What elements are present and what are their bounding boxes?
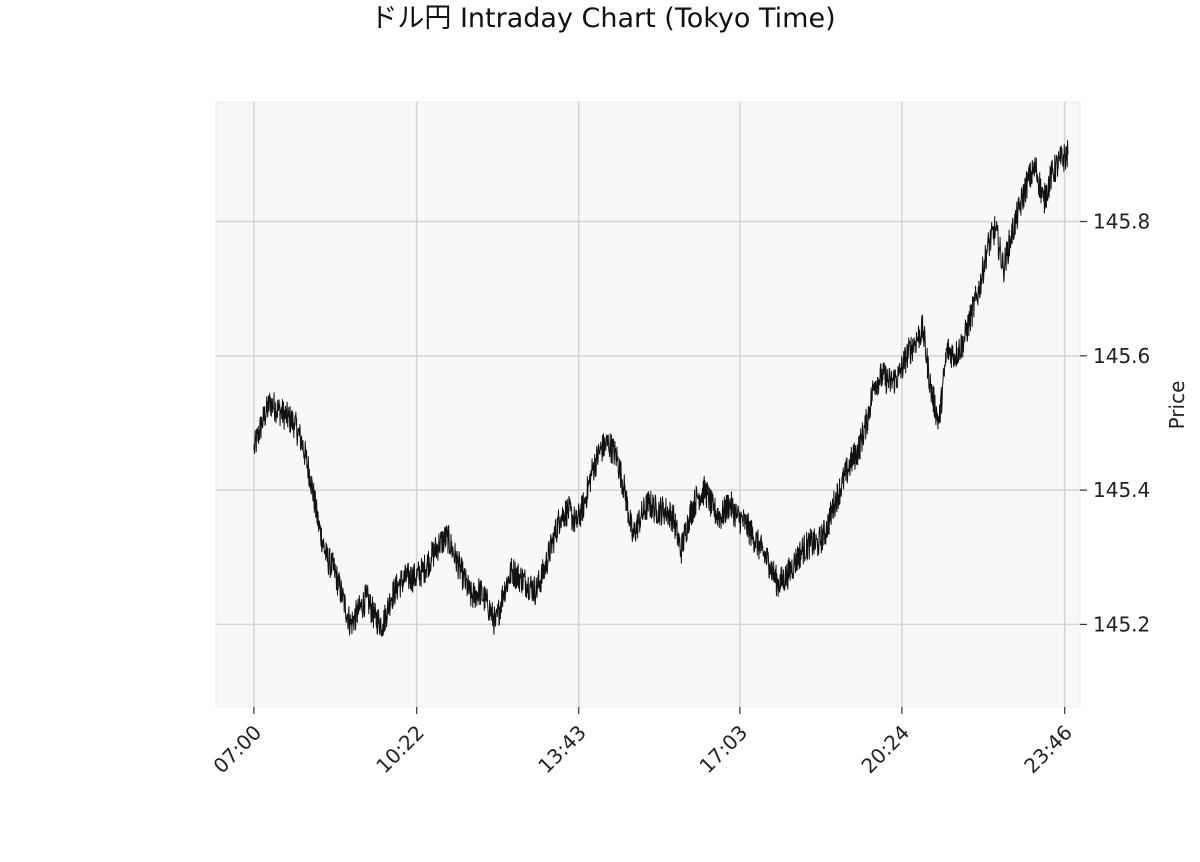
y-tick-label: 145.8	[1093, 210, 1150, 234]
grid	[216, 102, 1080, 707]
y-tick-label: 145.6	[1093, 344, 1150, 368]
y-tick-label: 145.4	[1093, 478, 1150, 502]
x-tick-label: 20:24	[856, 720, 914, 778]
y-axis-label: Price	[1165, 381, 1189, 430]
x-tick-label: 10:22	[371, 720, 429, 778]
y-axis: 145.2 145.4 145.6 145.8	[1080, 210, 1150, 636]
y-tick-label: 145.2	[1093, 612, 1150, 636]
chart-title: ドル円 Intraday Chart (Tokyo Time)	[370, 3, 835, 34]
x-axis: 07:00 10:22 13:43 17:03 20:24 23:46	[208, 707, 1077, 778]
price-series-line	[253, 140, 1069, 637]
x-tick-label: 07:00	[208, 720, 266, 778]
series-line-group	[253, 140, 1069, 637]
x-tick-label: 23:46	[1019, 720, 1077, 778]
x-tick-label: 17:03	[694, 720, 752, 778]
x-tick-label: 13:43	[533, 720, 591, 778]
